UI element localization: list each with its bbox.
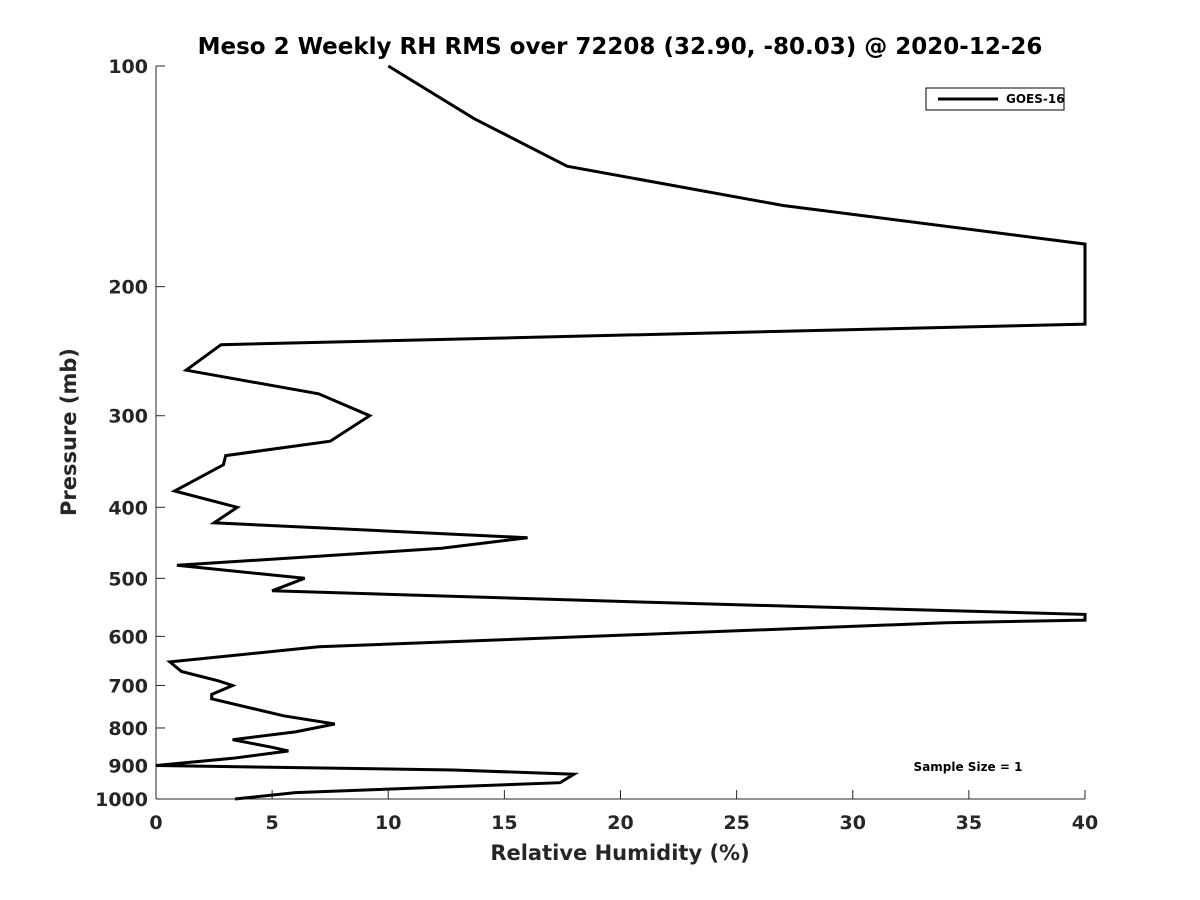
y-tick-label: 400 bbox=[108, 497, 148, 519]
series-line-goes-16 bbox=[155, 64, 1087, 801]
chart-title: Meso 2 Weekly RH RMS over 72208 (32.90, … bbox=[198, 34, 1043, 60]
y-tick-label: 700 bbox=[108, 675, 148, 697]
x-axis-label: Relative Humidity (%) bbox=[490, 841, 749, 865]
x-tick-label: 25 bbox=[723, 812, 749, 834]
x-tick-label: 30 bbox=[840, 812, 866, 834]
y-axis-label: Pressure (mb) bbox=[57, 348, 81, 516]
y-tick-label: 100 bbox=[108, 56, 148, 78]
x-tick-label: 15 bbox=[491, 812, 517, 834]
x-tick-label: 40 bbox=[1072, 812, 1098, 834]
x-tick-label: 5 bbox=[266, 812, 279, 834]
legend-entry-label: GOES-16 bbox=[1006, 92, 1065, 106]
y-tick-label: 900 bbox=[108, 755, 148, 777]
y-tick-label: 1000 bbox=[95, 789, 148, 811]
x-tick-label: 10 bbox=[375, 812, 401, 834]
legend: GOES-16 bbox=[925, 87, 1065, 111]
y-tick-label: 300 bbox=[108, 406, 148, 428]
y-tick-label: 600 bbox=[108, 626, 148, 648]
series-lines bbox=[155, 64, 1087, 801]
x-tick-label: 20 bbox=[607, 812, 633, 834]
y-tick-label: 800 bbox=[108, 718, 148, 740]
x-tick-label: 0 bbox=[149, 812, 162, 834]
x-tick-label: 35 bbox=[956, 812, 982, 834]
sample-size-annotation: Sample Size = 1 bbox=[914, 760, 1023, 774]
y-tick-label: 200 bbox=[108, 277, 148, 299]
ticks: 0 5 10 15 20 25 30 35 40 100 200 300 400 500 600 700 800… bbox=[95, 56, 1098, 834]
y-tick-label: 500 bbox=[108, 568, 148, 590]
